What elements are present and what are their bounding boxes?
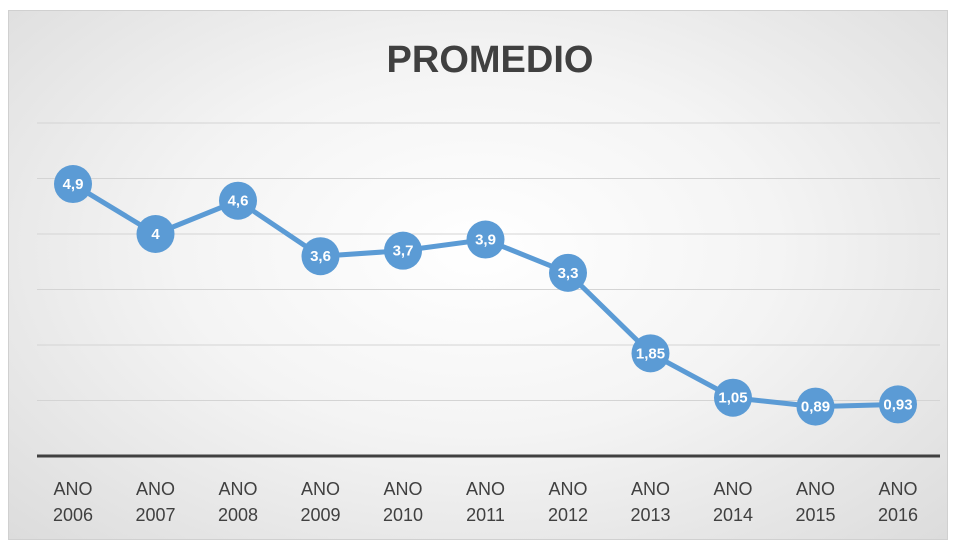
marker xyxy=(549,253,587,292)
x-tick-label: ANO 2012 xyxy=(547,479,589,525)
data-label: 0,89 xyxy=(801,399,830,416)
x-tick-label: ANO 2015 xyxy=(795,479,836,525)
data-label: 3,7 xyxy=(393,243,414,260)
line xyxy=(71,181,899,410)
marker xyxy=(714,378,752,417)
marker xyxy=(54,165,92,204)
chart-area xyxy=(8,10,948,540)
marker xyxy=(384,231,422,270)
marker xyxy=(796,387,835,426)
x-tick-label: ANO 2010 xyxy=(382,479,424,525)
x-tick-label: ANO 2008 xyxy=(217,479,259,525)
data-label: 3,3 xyxy=(558,265,579,282)
data-label: 1,05 xyxy=(718,390,747,407)
x-tick-label: ANO 2009 xyxy=(300,479,341,525)
marker xyxy=(219,181,257,220)
x-tick-label: ANO 2006 xyxy=(52,479,94,525)
x-tick-label: ANO 2014 xyxy=(712,479,754,525)
data-label: 4,6 xyxy=(228,193,249,210)
data-label: 4,9 xyxy=(63,176,84,193)
data-label: 0,93 xyxy=(883,396,912,413)
data-label: 1,85 xyxy=(636,345,665,362)
data-label: 3,9 xyxy=(475,232,496,249)
marker xyxy=(631,334,670,373)
x-tick-label: ANO 2013 xyxy=(630,479,671,525)
chart-title: PROMEDIO xyxy=(387,39,594,81)
x-tick-label: ANO 2016 xyxy=(877,479,919,525)
marker xyxy=(136,215,175,253)
marker xyxy=(879,385,917,424)
x-tick-label: ANO 2011 xyxy=(465,479,505,525)
data-label: 4 xyxy=(151,226,160,243)
marker xyxy=(466,220,505,259)
x-tick-label: ANO 2007 xyxy=(135,479,176,525)
data-label: 3,6 xyxy=(310,248,331,265)
marker xyxy=(301,237,340,276)
